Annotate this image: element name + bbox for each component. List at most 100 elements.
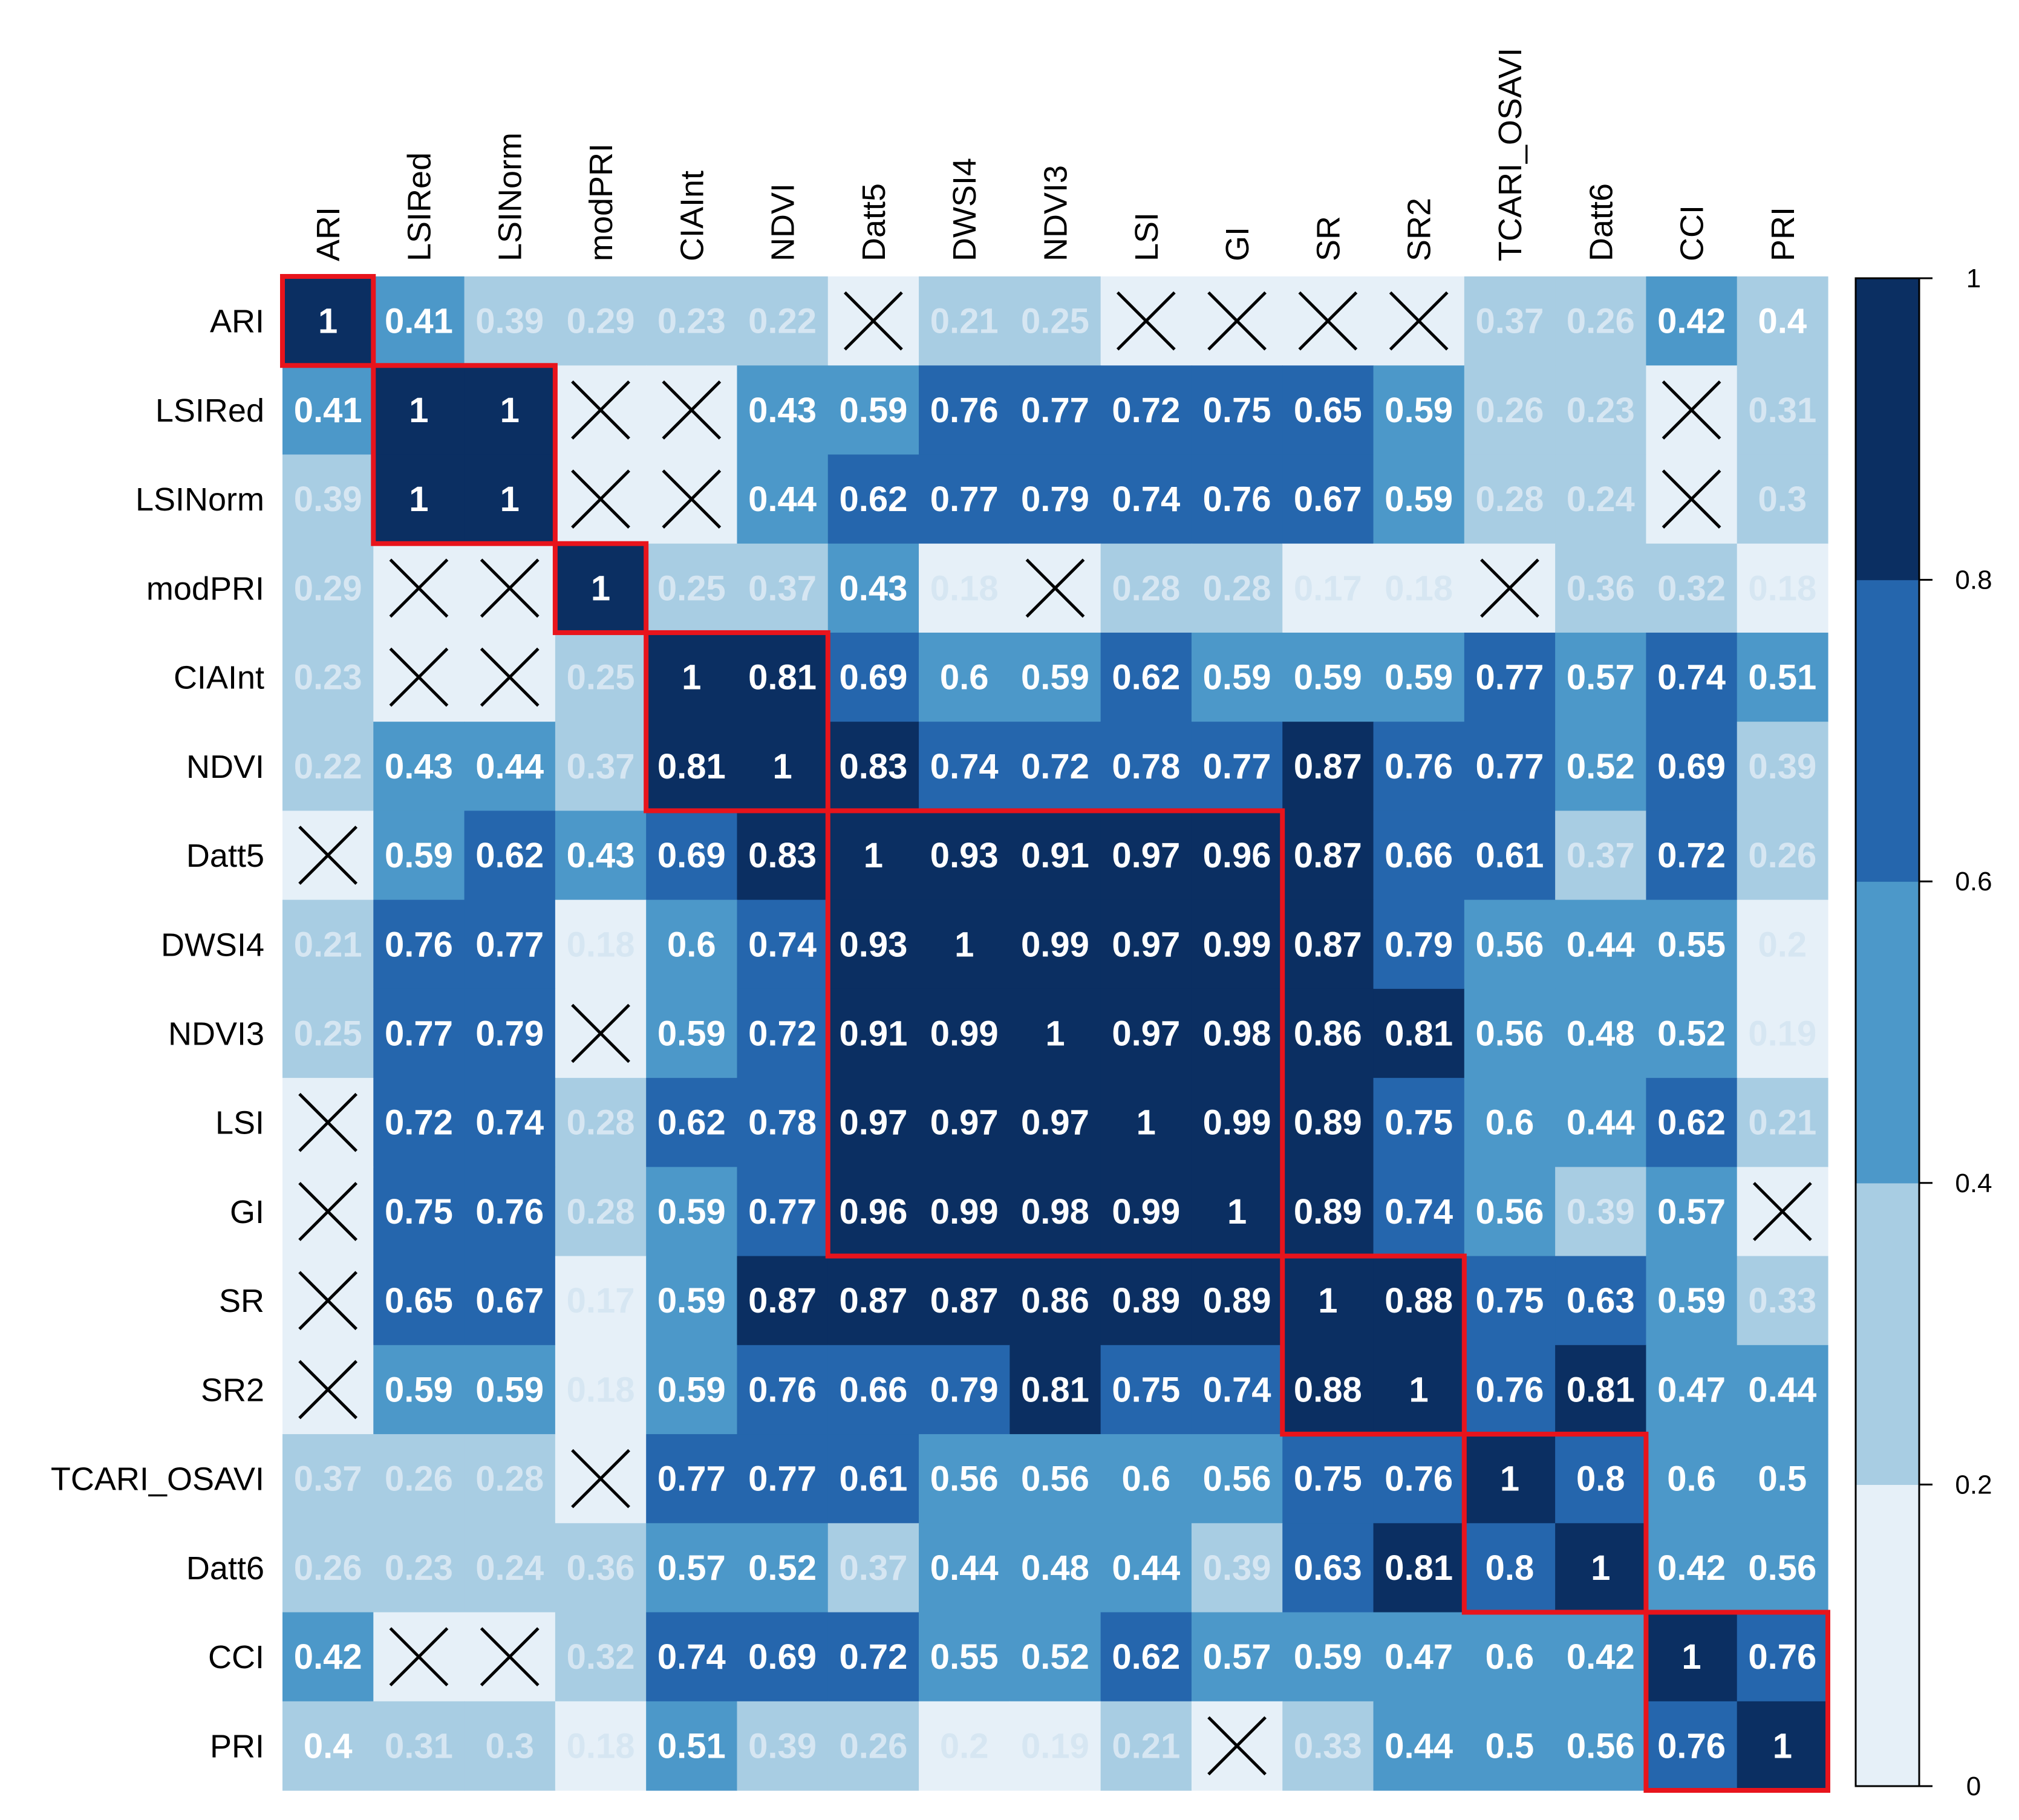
row-label: NDVI — [186, 749, 264, 785]
heatmap-cell — [1464, 1345, 1556, 1435]
heatmap-cell — [1737, 899, 1828, 990]
cell-value-label: 0.59 — [1385, 391, 1453, 430]
heatmap-cell — [1464, 899, 1556, 990]
cell-value-label: 0.77 — [1021, 391, 1089, 430]
cell-value-label: 0.83 — [839, 747, 907, 786]
heatmap-cell — [1191, 1167, 1283, 1257]
heatmap-cell — [827, 899, 919, 990]
cell-value-label: 0.87 — [839, 1281, 907, 1320]
heatmap-cell — [1646, 1612, 1738, 1702]
cell-value-label: 1 — [954, 925, 974, 964]
heatmap-cell — [1100, 1256, 1192, 1346]
heatmap-cell — [373, 1078, 465, 1167]
heatmap-cell — [373, 811, 465, 901]
cell-value-label: 0.87 — [1294, 747, 1362, 786]
heatmap-cell — [1464, 1078, 1556, 1167]
heatmap-cell — [1010, 1078, 1101, 1167]
cell-value-label: 0.76 — [1657, 1726, 1726, 1766]
heatmap-cell — [1737, 1434, 1828, 1524]
cell-value-label: 0.44 — [1567, 925, 1635, 964]
heatmap-cell — [1464, 276, 1556, 366]
heatmap-cell — [919, 1256, 1010, 1346]
cell-value-label: 0.98 — [1203, 1014, 1271, 1054]
heatmap-cell — [1555, 1345, 1647, 1435]
heatmap-cell — [1737, 1345, 1828, 1435]
cluster-box — [552, 541, 649, 635]
cell-value-label: 1 — [1773, 1726, 1792, 1766]
heatmap-cell — [1373, 1256, 1465, 1346]
cross-mark — [480, 1627, 540, 1687]
cell-value-label: 0.18 — [1748, 569, 1816, 608]
heatmap-cell — [282, 988, 374, 1078]
colorbar-segment — [1856, 579, 1919, 882]
cell-value-label: 0.76 — [1476, 1370, 1544, 1409]
heatmap-cell — [1373, 454, 1465, 544]
heatmap-cell — [919, 543, 1010, 633]
heatmap-cell — [464, 899, 556, 990]
heatmap-cell — [555, 811, 647, 901]
cross-mark — [1480, 558, 1539, 618]
cell-value-label: 0.25 — [294, 1014, 362, 1054]
cell-value-label: 0.57 — [657, 1548, 726, 1588]
cell-value-label: 0.57 — [1203, 1637, 1271, 1677]
cell-value-label: 0.75 — [1112, 1370, 1180, 1409]
heatmap-cell — [1646, 543, 1738, 633]
heatmap-cell — [1737, 543, 1828, 633]
cell-value-label: 0.79 — [475, 1014, 544, 1054]
cell-value-label: 0.48 — [1567, 1014, 1635, 1054]
cross-mark — [571, 469, 630, 529]
heatmap-cell — [1010, 722, 1101, 812]
heatmap-cell — [373, 1345, 465, 1435]
heatmap-cell — [1555, 632, 1647, 722]
cell-value-label: 0.6 — [1121, 1460, 1170, 1499]
heatmap-cell — [1373, 1434, 1465, 1524]
cell-value-label: 0.6 — [940, 658, 989, 697]
column-label: LSIRed — [401, 152, 437, 261]
cell-value-label: 0.36 — [567, 1548, 635, 1588]
cell-value-label: 0.32 — [567, 1637, 635, 1677]
heatmap-cell — [1191, 899, 1283, 990]
cell-value-label: 0.56 — [930, 1460, 999, 1499]
cross-mark — [298, 1182, 358, 1241]
cell-value-label: 0.78 — [1112, 747, 1180, 786]
cell-value-label: 1 — [1137, 1103, 1156, 1143]
heatmap-cell — [1737, 1256, 1828, 1346]
heatmap-cell — [827, 454, 919, 544]
cell-value-label: 0.25 — [657, 569, 726, 608]
cell-value-label: 0.42 — [294, 1637, 362, 1677]
cell-value-label: 0.81 — [1567, 1370, 1635, 1409]
heatmap-cell — [1282, 1434, 1374, 1524]
cell-value-label: 0.56 — [1476, 1192, 1544, 1231]
heatmap-cell — [464, 1256, 556, 1346]
cell-value-label: 0.59 — [1294, 658, 1362, 697]
cell-value-label: 0.33 — [1294, 1726, 1362, 1766]
heatmap-cell — [282, 543, 374, 633]
heatmap-cell — [1737, 632, 1828, 722]
cell-value-label: 0.8 — [1486, 1548, 1535, 1588]
column-label: NDVI3 — [1038, 165, 1074, 261]
cell-value-label: 0.26 — [385, 1460, 453, 1499]
cell-value-label: 0.26 — [839, 1726, 907, 1766]
cell-value-label: 0.37 — [839, 1548, 907, 1588]
colorbar-segment — [1856, 1182, 1919, 1485]
cell-value-label: 0.59 — [1203, 658, 1271, 697]
column-label: modPRI — [583, 143, 619, 261]
row-label: CCI — [208, 1639, 264, 1675]
cell-value-label: 0.37 — [1476, 302, 1544, 341]
heatmap-cell — [1737, 1612, 1828, 1702]
cross-mark — [571, 1449, 630, 1509]
cell-value-label: 0.87 — [1294, 836, 1362, 875]
cross-mark — [571, 1003, 630, 1063]
heatmap-cell — [373, 365, 465, 455]
cell-value-label: 0.69 — [839, 658, 907, 697]
cell-value-label: 0.74 — [1385, 1192, 1453, 1231]
heatmap-cell — [1737, 365, 1828, 455]
heatmap-cell — [1464, 1256, 1556, 1346]
cell-value-label: 0.24 — [475, 1548, 544, 1588]
cell-value-label: 1 — [864, 836, 883, 875]
cross-mark — [1116, 291, 1176, 351]
heatmap-cell — [1191, 1434, 1283, 1524]
cell-value-label: 0.56 — [1476, 1014, 1544, 1054]
heatmap-cell — [1737, 454, 1828, 544]
heatmap-cell — [1282, 1612, 1374, 1702]
